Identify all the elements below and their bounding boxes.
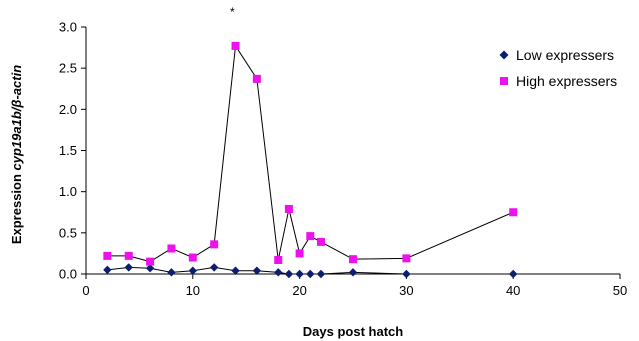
x-tick-label: 50 [613, 283, 627, 298]
data-point-low [252, 266, 262, 275]
y-tick-label: 3.0 [59, 20, 77, 35]
data-point-low [145, 264, 155, 273]
legend-marker-low-diamond [499, 50, 509, 60]
y-axis-title-prefix: Expression [9, 170, 24, 244]
data-point-low [124, 263, 133, 272]
legend: Low expressers High expressers [499, 47, 617, 89]
data-point-low [284, 269, 294, 279]
data-point-low [103, 265, 112, 275]
data-point-high [167, 244, 176, 253]
data-point-high [402, 254, 411, 263]
data-point-high [306, 232, 315, 241]
x-tick-label: 10 [186, 283, 200, 298]
series-line [107, 44, 514, 263]
data-point-high [124, 251, 133, 260]
legend-label-high: High expressers [516, 73, 617, 89]
data-point-low [306, 269, 315, 279]
data-point-high [210, 240, 219, 249]
y-axis-title-gene: cyp19a1b/β-actin [9, 65, 24, 171]
data-point-low [188, 266, 197, 275]
x-axis-title: Days post hatch [303, 324, 403, 339]
data-point-high [295, 249, 304, 258]
data-point-high [252, 74, 261, 83]
x-tick-label: 30 [399, 283, 413, 298]
data-point-high [146, 257, 155, 266]
y-tick-label: 2.5 [59, 61, 77, 76]
series-low-expressers [103, 263, 518, 279]
data-point-low [231, 266, 240, 275]
series-high-expressers [103, 41, 518, 266]
data-point-low [316, 269, 326, 279]
data-point-high [188, 253, 197, 262]
data-point-high [231, 41, 240, 50]
series [103, 41, 518, 279]
axes [85, 27, 620, 275]
y-tick-label: 1.0 [59, 184, 77, 199]
data-point-high [509, 208, 518, 217]
data-point-low [274, 268, 283, 277]
data-point-low [167, 268, 176, 277]
data-point-low [295, 269, 304, 279]
y-tick-label: 0.0 [59, 267, 77, 282]
x-tick-label: 0 [82, 283, 89, 298]
data-point-low [209, 263, 219, 272]
tick-labels: 0 10 20 30 40 50 0.0 0.5 1.0 1.5 2.0 2.5 3.0 [59, 20, 627, 299]
data-point-low [348, 268, 358, 277]
significance-asterisk: * [230, 5, 235, 19]
data-point-low [509, 269, 518, 279]
data-point-high [274, 256, 283, 265]
data-point-low [402, 269, 411, 279]
legend-marker-high-square [500, 77, 508, 85]
x-tick-label: 20 [292, 283, 306, 298]
data-point-high [349, 255, 357, 264]
data-point-high [103, 251, 112, 260]
data-point-high [284, 204, 293, 213]
x-tick-label: 40 [506, 283, 520, 298]
y-tick-label: 0.5 [59, 225, 77, 240]
y-axis-title: Expression cyp19a1b/β-actin [9, 65, 24, 244]
data-point-high [316, 237, 325, 246]
legend-item-high: High expressers [500, 73, 617, 89]
legend-item-low: Low expressers [499, 47, 614, 63]
y-tick-label: 2.0 [59, 102, 77, 117]
series-line [107, 266, 514, 275]
legend-label-low: Low expressers [516, 47, 614, 63]
y-tick-label: 1.5 [59, 143, 77, 158]
